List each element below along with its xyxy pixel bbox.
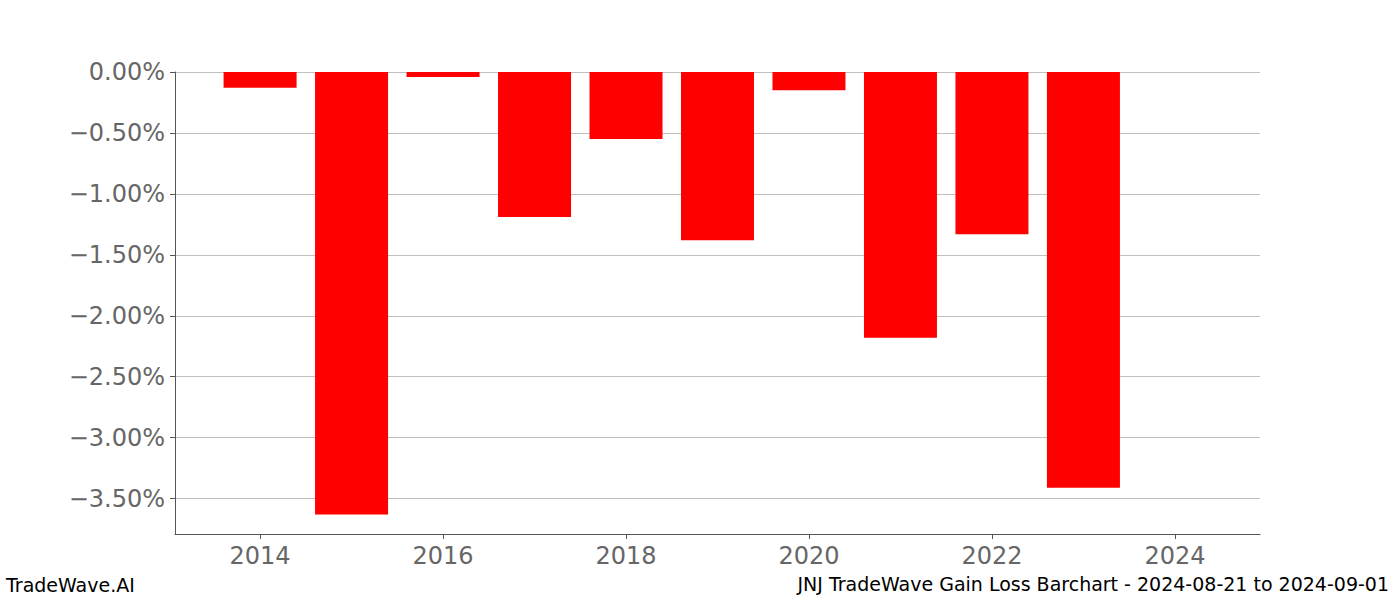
svg-text:2022: 2022 <box>961 542 1022 570</box>
svg-text:−3.00%: −3.00% <box>69 424 165 452</box>
svg-text:−3.50%: −3.50% <box>69 485 165 513</box>
svg-text:−1.50%: −1.50% <box>69 241 165 269</box>
svg-text:2018: 2018 <box>595 542 656 570</box>
svg-text:2014: 2014 <box>230 542 291 570</box>
svg-text:2020: 2020 <box>778 542 839 570</box>
svg-text:2024: 2024 <box>1144 542 1205 570</box>
svg-text:JNJ TradeWave Gain Loss Barcha: JNJ TradeWave Gain Loss Barchart - 2024-… <box>797 573 1390 595</box>
svg-text:−1.00%: −1.00% <box>69 180 165 208</box>
svg-text:TradeWave.AI: TradeWave.AI <box>5 574 135 596</box>
svg-text:−2.00%: −2.00% <box>69 302 165 330</box>
svg-text:−2.50%: −2.50% <box>69 363 165 391</box>
svg-text:2016: 2016 <box>413 542 474 570</box>
svg-text:−0.50%: −0.50% <box>69 119 165 147</box>
svg-text:0.00%: 0.00% <box>89 58 165 86</box>
